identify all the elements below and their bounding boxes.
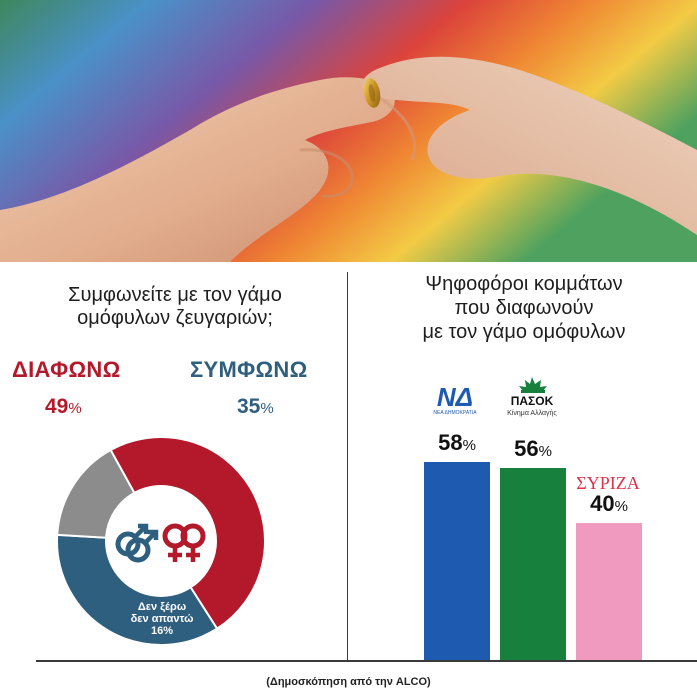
donut-hole [105, 485, 217, 597]
hero-image [0, 0, 697, 262]
nd-logo-subtext: ΝΕΑ ΔΗΜΟΚΡΑΤΙΑ [433, 410, 477, 416]
pasok-logo-subtext: Κίνημα Αλλαγής [507, 409, 557, 417]
bar-syriza [576, 523, 642, 660]
source-note: (Δημοσκόπηση από την ALCO) [266, 676, 431, 688]
bar-value-nd: 58% [412, 430, 502, 456]
bars-title-line2: που διαφωνούν [454, 297, 594, 319]
agree-label: ΣΥΜΦΩΝΩ [190, 357, 308, 382]
bars-title-line3: με τον γάμο ομόφυλων [422, 321, 626, 343]
bars-title: Ψηφοφόροι κομμάτων που διαφωνούν με τον … [359, 272, 689, 344]
bar-value-syriza: 40% [564, 491, 654, 517]
agree-value: 35 [237, 395, 261, 418]
bar-nd [424, 461, 490, 660]
percent-sign: % [260, 400, 274, 417]
panel-divider [347, 272, 348, 660]
party-bars-panel: Ψηφοφόροι κομμάτων που διαφωνούν με τον … [349, 262, 697, 662]
male-symbol-icon [115, 523, 159, 563]
pasok-logo-text: ΠΑΣΟΚ [511, 394, 554, 408]
disagree-percentage: 49% [45, 395, 82, 419]
syriza-logo-icon: ΣΥΡΙΖΑ [576, 473, 639, 493]
disagree-value: 49 [45, 395, 69, 418]
percent-sign: % [68, 400, 82, 417]
pasok-sun-icon [519, 377, 547, 393]
nd-logo-text: ΝΔ [437, 382, 473, 412]
pasok-logo: ΠΑΣΟΚ Κίνημα Αλλαγής [499, 374, 565, 420]
percent-sign: % [538, 443, 552, 461]
syriza-logo-text: ΣΥΡΙΖΑ [576, 473, 639, 493]
nd-logo-icon: ΝΔ ΝΕΑ ΔΗΜΟΚΡΑΤΙΑ [433, 382, 477, 416]
rainbow-hands-illustration [0, 0, 697, 262]
opinion-donut-chart [56, 436, 266, 646]
disagree-label: ΔΙΑΦΩΝΩ [12, 357, 121, 382]
opinion-panel: Συμφωνείτε με τον γάμο ομόφυλων ζευγαριώ… [0, 262, 347, 662]
bar-value-pasok: 56% [488, 436, 578, 462]
bar-value-number: 58 [438, 429, 463, 455]
bars-title-line1: Ψηφοφόροι κομμάτων [425, 273, 623, 295]
chart-baseline [36, 660, 697, 662]
agree-percentage: 35% [237, 395, 274, 419]
bar-value-number: 56 [514, 436, 539, 462]
nd-logo: ΝΔ ΝΕΑ ΔΗΜΟΚΡΑΤΙΑ [423, 382, 487, 416]
pasok-logo-icon: ΠΑΣΟΚ Κίνημα Αλλαγής [507, 377, 557, 417]
unsure-value: 16% [150, 625, 174, 637]
bar-pasok [500, 468, 566, 660]
percent-sign: % [462, 436, 476, 454]
female-symbol-icon [162, 523, 206, 562]
percent-sign: % [614, 498, 628, 516]
syriza-logo: ΣΥΡΙΖΑ [571, 470, 645, 494]
unsure-line2: δεν απαντώ [130, 613, 194, 625]
question-title: Συμφωνείτε με τον γάμο ομόφυλων ζευγαριώ… [68, 284, 282, 329]
unsure-line1: Δεν ξέρω [137, 601, 187, 613]
bar-value-number: 40 [590, 491, 615, 517]
unsure-label: Δεν ξέρω δεν απαντώ 16% [122, 601, 202, 637]
